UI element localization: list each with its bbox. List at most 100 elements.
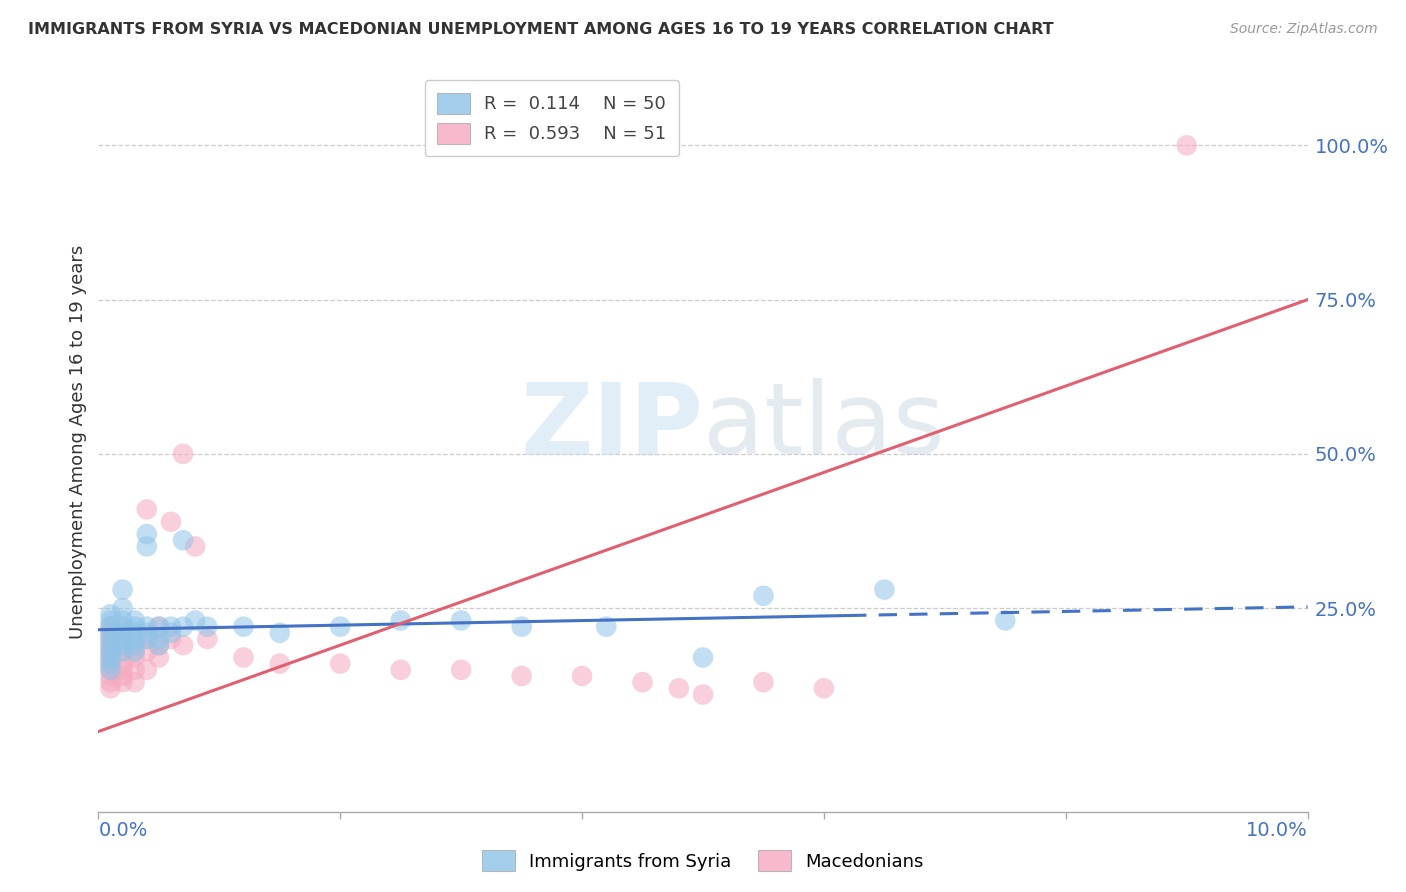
Point [148, 619, 170, 633]
Point [135, 502, 157, 516]
Point [124, 644, 146, 658]
Point [172, 619, 194, 633]
Point [692, 688, 714, 702]
Point [100, 607, 122, 622]
Point [124, 614, 146, 628]
Point [111, 644, 134, 658]
Point [510, 619, 533, 633]
Point [100, 632, 122, 646]
Legend: R =  0.114    N = 50, R =  0.593    N = 51: R = 0.114 N = 50, R = 0.593 N = 51 [425, 80, 679, 156]
Point [172, 533, 194, 548]
Point [111, 632, 134, 646]
Point [111, 601, 134, 615]
Point [100, 644, 122, 658]
Point [668, 681, 690, 696]
Text: atlas: atlas [703, 378, 945, 475]
Point [160, 515, 183, 529]
Point [124, 638, 146, 652]
Point [184, 614, 207, 628]
Point [100, 681, 122, 696]
Point [329, 657, 352, 671]
Point [100, 625, 122, 640]
Point [135, 632, 157, 646]
Point [100, 614, 122, 628]
Point [752, 589, 775, 603]
Point [329, 619, 352, 633]
Point [873, 582, 896, 597]
Point [111, 675, 134, 690]
Point [510, 669, 533, 683]
Point [100, 657, 122, 671]
Point [135, 625, 157, 640]
Point [148, 650, 170, 665]
Point [100, 644, 122, 658]
Point [135, 644, 157, 658]
Point [389, 663, 412, 677]
Point [135, 540, 157, 554]
Point [389, 614, 412, 628]
Point [100, 663, 122, 677]
Y-axis label: Unemployment Among Ages 16 to 19 years: Unemployment Among Ages 16 to 19 years [69, 244, 87, 639]
Point [111, 663, 134, 677]
Point [100, 675, 122, 690]
Point [124, 619, 146, 633]
Text: IMMIGRANTS FROM SYRIA VS MACEDONIAN UNEMPLOYMENT AMONG AGES 16 TO 19 YEARS CORRE: IMMIGRANTS FROM SYRIA VS MACEDONIAN UNEM… [28, 22, 1053, 37]
Point [100, 650, 122, 665]
Point [148, 619, 170, 633]
Point [100, 625, 122, 640]
Point [124, 632, 146, 646]
Point [111, 632, 134, 646]
Point [111, 657, 134, 671]
Point [195, 619, 218, 633]
Point [269, 625, 291, 640]
Point [111, 619, 134, 633]
Point [100, 663, 122, 677]
Point [111, 644, 134, 658]
Point [100, 669, 122, 683]
Legend: Immigrants from Syria, Macedonians: Immigrants from Syria, Macedonians [475, 843, 931, 879]
Point [135, 619, 157, 633]
Text: ZIP: ZIP [520, 378, 703, 475]
Point [124, 644, 146, 658]
Point [232, 619, 254, 633]
Point [148, 638, 170, 652]
Point [752, 675, 775, 690]
Point [100, 619, 122, 633]
Point [450, 663, 472, 677]
Point [111, 619, 134, 633]
Point [148, 638, 170, 652]
Point [111, 638, 134, 652]
Point [994, 614, 1017, 628]
Point [124, 675, 146, 690]
Text: Source: ZipAtlas.com: Source: ZipAtlas.com [1230, 22, 1378, 37]
Point [1175, 138, 1198, 153]
Point [135, 663, 157, 677]
Point [813, 681, 835, 696]
Point [692, 650, 714, 665]
Point [100, 638, 122, 652]
Point [100, 619, 122, 633]
Point [450, 614, 472, 628]
Point [111, 625, 134, 640]
Point [571, 669, 593, 683]
Point [631, 675, 654, 690]
Point [124, 632, 146, 646]
Point [184, 540, 207, 554]
Point [100, 632, 122, 646]
Point [124, 625, 146, 640]
Point [135, 632, 157, 646]
Point [172, 638, 194, 652]
Point [124, 663, 146, 677]
Point [100, 657, 122, 671]
Text: 10.0%: 10.0% [1246, 821, 1308, 840]
Point [100, 650, 122, 665]
Point [595, 619, 617, 633]
Point [111, 614, 134, 628]
Point [111, 669, 134, 683]
Point [148, 632, 170, 646]
Point [195, 632, 218, 646]
Point [111, 638, 134, 652]
Point [124, 650, 146, 665]
Point [160, 619, 183, 633]
Point [111, 582, 134, 597]
